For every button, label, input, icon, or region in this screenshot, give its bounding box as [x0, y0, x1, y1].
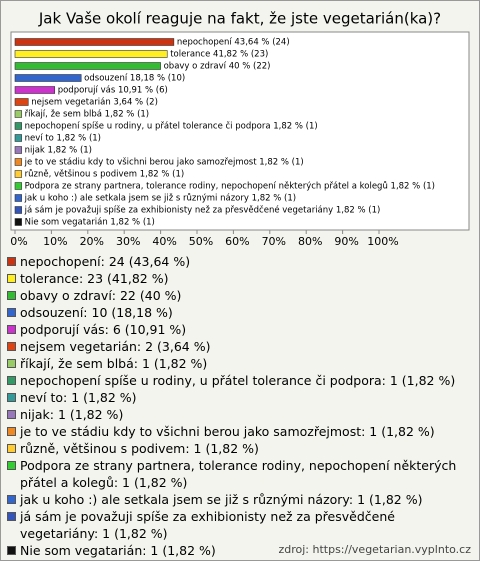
legend-label: odsouzení: 10 (18,18 %) — [20, 305, 173, 320]
bar — [14, 158, 22, 166]
x-tick-label: 90% — [334, 235, 358, 248]
legend-label: Nie som vegatarián: 1 (1,82 %) — [20, 543, 216, 558]
legend-swatch — [7, 546, 16, 555]
legend-swatch — [7, 308, 16, 317]
legend-label: obavy o zdraví: 22 (40 %) — [20, 288, 182, 303]
legend-item: já sám je považuji spíše za exhibionisty… — [7, 508, 471, 542]
legend-item: odsouzení: 10 (18,18 %) — [7, 304, 471, 321]
value-label: tolerance 41,82 % (23) — [170, 50, 268, 60]
bar — [14, 74, 82, 82]
x-tick-label: 60% — [225, 235, 249, 248]
x-tick-label: 0% — [10, 235, 27, 248]
legend-swatch — [7, 444, 16, 453]
legend-label: Podpora ze strany partnera, tolerance ro… — [20, 458, 457, 490]
bar — [14, 146, 22, 154]
x-tick-label: 80% — [298, 235, 322, 248]
legend-item: nijak: 1 (1,82 %) — [7, 406, 471, 423]
legend-item: nepochopení: 24 (43,64 %) — [7, 253, 471, 270]
legend-label: nijak: 1 (1,82 %) — [20, 407, 124, 422]
value-label: obavy o zdraví 40 % (22) — [164, 62, 271, 72]
legend-swatch — [7, 427, 16, 436]
value-label: Podpora ze strany partnera, tolerance ro… — [25, 181, 435, 192]
source: zdroj: https://vegetarian.vyplnto.cz — [278, 543, 471, 556]
legend-swatch — [7, 359, 16, 368]
legend-swatch — [7, 512, 16, 521]
legend-swatch — [7, 325, 16, 334]
legend-item: tolerance: 23 (41,82 %) — [7, 270, 471, 287]
x-tick-label: 10% — [43, 235, 67, 248]
legend-swatch — [7, 257, 16, 266]
value-label: je to ve stádiu kdy to všichni berou jak… — [24, 157, 304, 168]
value-label: já sám je považuji spíše za exhibionisty… — [24, 205, 381, 216]
value-label: neví to 1,82 % (1) — [25, 134, 101, 144]
legend-item: různě, většinou s podivem: 1 (1,82 %) — [7, 440, 471, 457]
legend-item: obavy o zdraví: 22 (40 %) — [7, 287, 471, 304]
legend-label: říkají, že sem blbá: 1 (1,82 %) — [20, 356, 208, 371]
legend-swatch — [7, 291, 16, 300]
x-tick-label: 100% — [367, 235, 398, 248]
bar — [14, 86, 56, 94]
legend-label: je to ve stádiu kdy to všichni berou jak… — [20, 424, 435, 439]
legend-label: tolerance: 23 (41,82 %) — [20, 271, 169, 286]
x-tick-label: 20% — [80, 235, 104, 248]
bar — [14, 122, 22, 130]
bar — [14, 98, 29, 106]
value-label: nepochopení spíše u rodiny, u přátel tol… — [25, 121, 318, 132]
bar — [14, 182, 22, 190]
value-label: nepochopení 43,64 % (24) — [177, 38, 290, 48]
legend-swatch — [7, 274, 16, 283]
legend-item: je to ve stádiu kdy to všichni berou jak… — [7, 423, 471, 440]
legend-swatch — [7, 461, 16, 470]
legend-item: podporují vás: 6 (10,91 %) — [7, 321, 471, 338]
legend-label: různě, většinou s podivem: 1 (1,82 %) — [20, 441, 259, 456]
value-label: nejsem vegetarián 3,64 % (2) — [31, 98, 158, 108]
legend-label: neví to: 1 (1,82 %) — [20, 390, 137, 405]
bar — [14, 50, 168, 58]
value-label: podporují vás 10,91 % (6) — [58, 86, 168, 96]
value-label: různě, většinou s podivem 1,82 % (1) — [25, 169, 185, 180]
chart-title: Jak Vaše okolí reaguje na fakt, že jste … — [38, 10, 441, 28]
bar — [14, 38, 175, 46]
x-tick-label: 50% — [189, 235, 213, 248]
legend-swatch — [7, 342, 16, 351]
legend-item: nejsem vegetarián: 2 (3,64 %) — [7, 338, 471, 355]
legend-label: nepochopení: 24 (43,64 %) — [20, 254, 191, 269]
legend-item: nepochopení spíše u rodiny, u přátel tol… — [7, 372, 471, 389]
legend-label: jak u koho :) ale setkala jsem se již s … — [20, 492, 423, 507]
legend-label: já sám je považuji spíše za exhibionisty… — [20, 509, 395, 541]
x-tick-label: 40% — [152, 235, 176, 248]
chart: Jak Vaše okolí reaguje na fakt, že jste … — [10, 10, 470, 248]
legend: nepochopení: 24 (43,64 %) tolerance: 23 (… — [7, 253, 471, 559]
legend-item: Nie som vegatarián: 1 (1,82 %) — [7, 542, 471, 559]
bar — [14, 206, 22, 214]
bar — [14, 170, 22, 178]
legend-swatch — [7, 495, 16, 504]
legend-swatch — [7, 376, 16, 385]
legend-item: jak u koho :) ale setkala jsem se již s … — [7, 491, 471, 508]
value-label: říkají, že sem blbá 1,82 % (1) — [25, 110, 150, 120]
bar — [14, 62, 161, 70]
legend-label: podporují vás: 6 (10,91 %) — [20, 322, 187, 337]
value-label: odsouzení 18,18 % (10) — [84, 74, 185, 84]
bar — [14, 194, 22, 202]
x-tick-label: 30% — [116, 235, 140, 248]
legend-label: nepochopení spíše u rodiny, u přátel tol… — [20, 373, 456, 388]
value-label: nijak 1,82 % (1) — [25, 146, 92, 156]
legend-item: Podpora ze strany partnera, tolerance ro… — [7, 457, 471, 491]
x-tick-label: 70% — [262, 235, 286, 248]
value-label: jak u koho :) ale setkala jsem se již s … — [24, 193, 296, 204]
legend-swatch — [7, 410, 16, 419]
bar — [14, 134, 22, 142]
legend-label: nejsem vegetarián: 2 (3,64 %) — [20, 339, 211, 354]
bar — [14, 218, 22, 226]
legend-item: říkají, že sem blbá: 1 (1,82 %) — [7, 355, 471, 372]
bar — [14, 110, 22, 118]
legend-item: neví to: 1 (1,82 %) — [7, 389, 471, 406]
value-label: Nie som vegatarián 1,82 % (1) — [25, 218, 155, 228]
legend-swatch — [7, 393, 16, 402]
